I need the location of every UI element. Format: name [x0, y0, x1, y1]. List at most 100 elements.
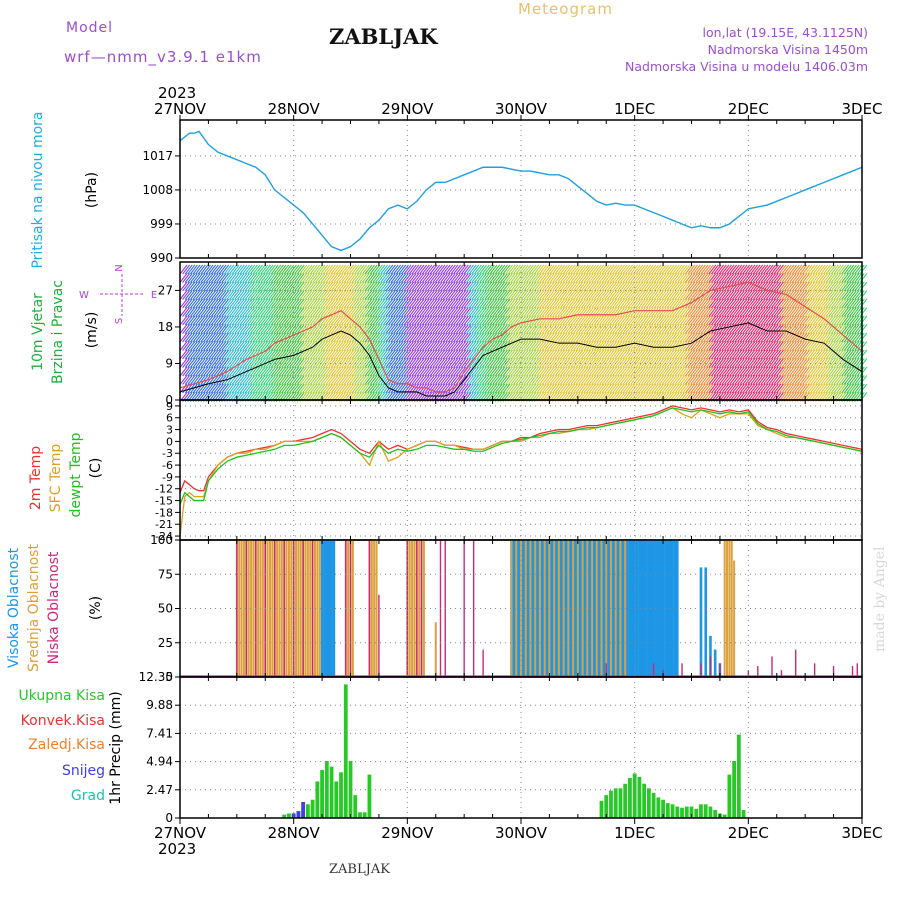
wind-barb [653, 307, 662, 317]
wind-barb [653, 315, 662, 326]
wind-barb [765, 315, 774, 326]
wind-barb [505, 264, 514, 275]
wind-barb [585, 349, 594, 360]
wind-barb [221, 281, 230, 292]
wind-barb [393, 298, 402, 309]
wind-barb [611, 341, 620, 351]
wind-barb [239, 273, 248, 283]
wind-barb [255, 375, 263, 385]
wind-barb [606, 273, 615, 283]
wind-barb [635, 341, 644, 351]
wind-barb [700, 315, 709, 326]
wind-barb [390, 358, 399, 368]
wind-barb [796, 366, 805, 377]
wind-barb [627, 298, 636, 309]
wind-barb [791, 273, 800, 283]
wind-barb [210, 366, 219, 377]
wind-barb [505, 375, 514, 385]
wind-barb [356, 349, 365, 360]
wind-barb [479, 332, 487, 343]
wind-barb [348, 281, 357, 292]
wind-barb [565, 281, 573, 292]
wind-barb [630, 264, 639, 275]
wind-barb [512, 307, 521, 317]
wind-barb [192, 307, 201, 317]
wind-barb [572, 375, 581, 385]
wind-barb [617, 375, 626, 385]
wind-barb [567, 264, 576, 275]
wind-barb [572, 324, 581, 334]
wind-barb [520, 324, 529, 334]
wind-barb [510, 264, 519, 275]
wind-barb [374, 298, 383, 309]
wind-barb [799, 366, 808, 377]
wind-barb [622, 341, 631, 351]
wind-barb [744, 264, 753, 275]
wind-barb [645, 281, 654, 292]
wind-barb [205, 281, 214, 292]
wind-barb [750, 273, 758, 283]
precip-legend-item: Ukupna Kisa [18, 688, 105, 704]
wind-barb [453, 341, 461, 351]
wind-barb [825, 307, 834, 317]
wind-barb [213, 383, 222, 394]
wind-barb [208, 324, 217, 334]
wind-barb [815, 375, 824, 385]
wind-barb [841, 273, 850, 283]
wind-barb [671, 332, 680, 343]
wind-barb [783, 264, 792, 275]
wind-barb [835, 358, 844, 368]
wind-barb [664, 332, 672, 343]
cloud-bar [681, 663, 683, 677]
wind-barb [226, 349, 235, 360]
wind-barb [338, 315, 347, 326]
wind-barb [520, 375, 529, 385]
wind-barb [768, 358, 777, 368]
wind-barb [189, 298, 198, 309]
wind-barb [781, 298, 790, 309]
wind-barb [708, 281, 717, 292]
wind-barb [692, 273, 701, 283]
wind-barb [510, 375, 519, 385]
wind-barb [658, 307, 667, 317]
wind-barb [294, 358, 303, 368]
wind-barb [380, 290, 389, 300]
wind-barb [778, 281, 787, 292]
wind-barb [335, 273, 344, 283]
wind-barb [315, 290, 323, 300]
wind-barb [377, 383, 386, 394]
wind-barb [815, 298, 824, 309]
wind-barb [708, 341, 717, 351]
wind-barb [197, 281, 206, 292]
wind-barb [309, 366, 318, 377]
wind-barb [648, 273, 657, 283]
wind-barb [203, 324, 211, 334]
wind-barb [664, 349, 672, 360]
wind-barb [591, 324, 600, 334]
wind-barb [187, 324, 196, 334]
wind-barb [393, 273, 402, 283]
wind-barb [679, 307, 688, 317]
wind-barb [463, 307, 472, 317]
wind-barb [273, 366, 282, 377]
wind-barb [789, 307, 797, 317]
wind-barb [750, 264, 758, 275]
wind-barb [557, 290, 566, 300]
wind-barb [304, 290, 313, 300]
wind-barb [849, 366, 857, 377]
wind-barb [541, 315, 550, 326]
wind-barb [742, 332, 751, 343]
wind-barb [830, 264, 839, 275]
y-tick-label: 0 [165, 670, 173, 684]
wind-barb [796, 315, 805, 326]
wind-barb [354, 281, 362, 292]
wind-barb [708, 349, 717, 360]
wind-barb [343, 366, 352, 377]
wind-barb [804, 315, 813, 326]
wind-barb [656, 341, 665, 351]
wind-barb [799, 383, 808, 394]
wind-barb [268, 332, 276, 343]
wind-barb [528, 290, 537, 300]
wind-barb [638, 298, 646, 309]
wind-barb [447, 273, 456, 283]
